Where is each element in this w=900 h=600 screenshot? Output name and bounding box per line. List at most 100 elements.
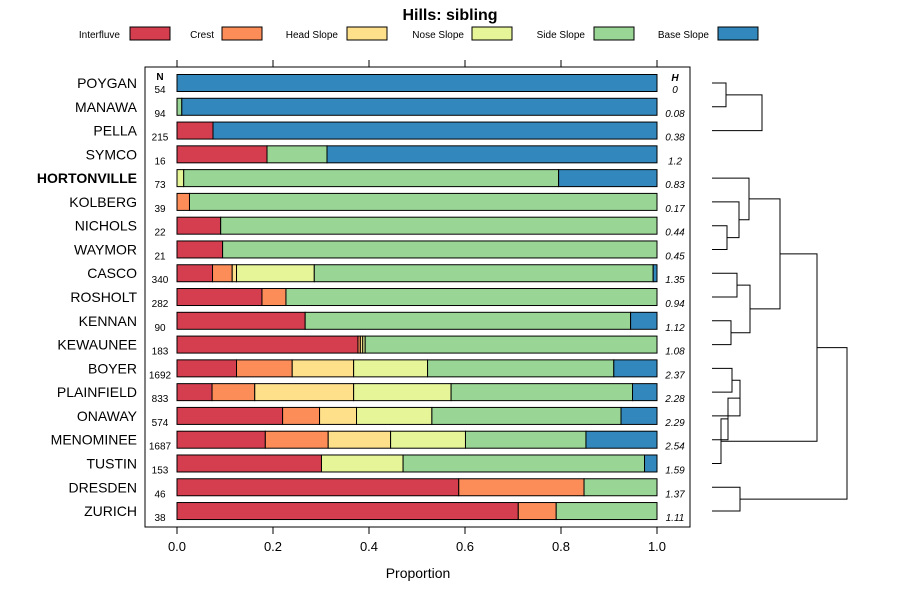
row-n-value: 153 bbox=[152, 465, 169, 476]
h-column-header: H bbox=[671, 73, 679, 84]
row-hortonville: HORTONVILLE 73 0.83 bbox=[37, 169, 685, 191]
bar-segment-nose-slope bbox=[353, 359, 429, 378]
bar-segment-crest bbox=[212, 264, 233, 283]
row-h-value: 2.29 bbox=[664, 418, 685, 429]
row-label: POYGAN bbox=[77, 75, 137, 91]
row-n-value: 282 bbox=[152, 299, 169, 310]
legend-label-side-slope: Side Slope bbox=[537, 30, 586, 41]
bar-segment-base-slope bbox=[181, 97, 658, 116]
row-pella: PELLA 215 0.38 bbox=[93, 121, 685, 144]
legend-swatch-crest bbox=[221, 26, 263, 41]
bar-segment-side-slope bbox=[183, 169, 560, 188]
row-n-value: 215 bbox=[152, 133, 169, 144]
dendrogram-link bbox=[712, 177, 750, 221]
row-onaway: ONAWAY 574 2.29 bbox=[77, 406, 685, 429]
x-axis: 0.0 0.2 0.4 0.6 0.8 1.0 bbox=[168, 60, 666, 554]
x-tick-label: 0.4 bbox=[360, 539, 378, 554]
dendrogram-link bbox=[731, 284, 751, 334]
bar-rows: POYGAN 54 0 MANAWA 94 0.08 PELLA 215 0.38 SYMCO 16… bbox=[37, 74, 685, 524]
dendrogram-link bbox=[712, 201, 740, 239]
bar-segment-interfluve bbox=[176, 359, 238, 378]
dendrogram-link bbox=[712, 94, 763, 132]
dendrogram-link bbox=[712, 82, 727, 108]
plot-panel bbox=[144, 66, 691, 528]
row-h-value: 1.59 bbox=[665, 465, 685, 476]
row-n-value: 340 bbox=[152, 275, 169, 286]
row-label: CASCO bbox=[87, 265, 137, 281]
bar-segment-side-slope bbox=[188, 192, 658, 211]
dendrogram-link bbox=[749, 198, 781, 310]
row-manawa: MANAWA 94 0.08 bbox=[75, 97, 685, 120]
row-label: PLAINFIELD bbox=[57, 384, 137, 400]
row-h-value: 1.08 bbox=[665, 347, 685, 358]
bar-segment-crest bbox=[176, 192, 190, 211]
bar-segment-side-slope bbox=[464, 430, 587, 449]
bar-segment-interfluve bbox=[176, 335, 359, 354]
row-label: PELLA bbox=[93, 123, 137, 139]
row-kewaunee: KEWAUNEE 183 1.08 bbox=[57, 335, 685, 358]
bar-segment-side-slope bbox=[313, 264, 654, 283]
bar-segment-head-slope bbox=[327, 430, 392, 449]
row-nichols: NICHOLS 22 0.44 bbox=[75, 216, 685, 239]
row-tustin: TUSTIN 153 1.59 bbox=[86, 454, 685, 476]
bar-segment-head-slope bbox=[231, 264, 238, 283]
dendrogram-link bbox=[712, 486, 741, 512]
row-kolberg: KOLBERG 39 0.17 bbox=[69, 192, 685, 215]
bar-segment-interfluve bbox=[176, 216, 222, 235]
row-h-value: 1.35 bbox=[665, 275, 685, 286]
bar-segment-side-slope bbox=[555, 502, 658, 521]
bar-segment-nose-slope bbox=[176, 169, 185, 188]
bar-segment-side-slope bbox=[220, 216, 658, 235]
x-tick-label: 1.0 bbox=[648, 539, 666, 554]
bar-segment-nose-slope bbox=[390, 430, 466, 449]
row-label: KEWAUNEE bbox=[57, 337, 137, 353]
x-tick-label: 0.2 bbox=[264, 539, 282, 554]
bar-segment-interfluve bbox=[176, 145, 268, 164]
bar-segment-interfluve bbox=[176, 502, 519, 521]
row-label: ROSHOLT bbox=[70, 289, 137, 305]
legend-label-base-slope: Base Slope bbox=[658, 30, 710, 41]
row-label: MANAWA bbox=[75, 99, 138, 115]
row-n-value: 22 bbox=[154, 228, 166, 239]
bar-segment-base-slope bbox=[632, 383, 658, 402]
row-h-value: 0.38 bbox=[665, 133, 685, 144]
bar-segment-side-slope bbox=[285, 288, 658, 307]
bar-segment-base-slope bbox=[630, 311, 658, 330]
bar-segment-crest bbox=[517, 502, 557, 521]
x-tick-label: 0.0 bbox=[168, 539, 186, 554]
bar-segment-side-slope bbox=[304, 311, 632, 330]
bar-segment-base-slope bbox=[585, 430, 658, 449]
bar-segment-crest bbox=[264, 430, 329, 449]
bar-segment-head-slope bbox=[319, 406, 358, 425]
legend-swatch-side-slope bbox=[593, 26, 635, 41]
bar-segment-base-slope bbox=[326, 145, 658, 164]
row-kennan: KENNAN 90 1.12 bbox=[79, 311, 685, 334]
row-symco: SYMCO 16 1.2 bbox=[86, 145, 682, 167]
legend-label-interfluve: Interfluve bbox=[79, 30, 121, 41]
row-h-value: 1.11 bbox=[666, 513, 685, 524]
bar-segment-interfluve bbox=[176, 478, 460, 497]
row-h-value: 0.94 bbox=[665, 299, 685, 310]
bar-segment-side-slope bbox=[266, 145, 328, 164]
bar-segment-nose-slope bbox=[236, 264, 315, 283]
bar-segment-interfluve bbox=[176, 311, 306, 330]
legend-swatch-nose-slope bbox=[471, 26, 513, 41]
row-n-value: 94 bbox=[154, 109, 166, 120]
row-casco: CASCO 340 1.35 bbox=[87, 264, 685, 286]
legend-swatch-head-slope bbox=[346, 26, 388, 41]
row-dresden: DRESDEN 46 1.37 bbox=[69, 478, 685, 500]
legend-label-crest: Crest bbox=[190, 30, 214, 41]
bar-segment-side-slope bbox=[427, 359, 615, 378]
row-label: TUSTIN bbox=[86, 455, 137, 471]
row-menominee: MENOMINEE 1687 2.54 bbox=[51, 430, 685, 453]
dendrogram-link bbox=[740, 347, 848, 500]
x-axis-label: Proportion bbox=[386, 565, 451, 581]
bar-segment-interfluve bbox=[176, 121, 214, 140]
row-label: BOYER bbox=[88, 360, 137, 376]
row-h-value: 0.83 bbox=[665, 180, 685, 191]
row-n-value: 16 bbox=[154, 156, 166, 167]
row-boyer: BOYER 1692 2.37 bbox=[88, 359, 685, 381]
bar-segment-base-slope bbox=[558, 169, 658, 188]
legend-swatch-interfluve bbox=[129, 26, 171, 41]
bar-segment-side-slope bbox=[402, 454, 646, 473]
